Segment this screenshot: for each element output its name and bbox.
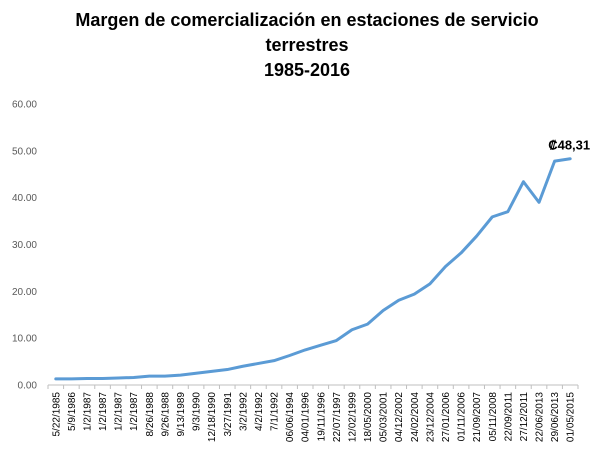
x-tick-label: 05/03/2001 [379, 392, 390, 442]
x-tick-label: 27/01/2006 [441, 392, 452, 442]
x-tick-label: 19/11/1996 [316, 392, 327, 442]
x-tick-label: 21/09/2007 [472, 392, 483, 442]
y-tick-label: 30.00 [12, 240, 37, 251]
x-tick-label: 4/2/1992 [254, 392, 265, 431]
x-tick-label: 9/26/1988 [160, 392, 171, 437]
x-tick-label: 3/27/1991 [223, 392, 234, 437]
x-tick-label: 5/22/1985 [51, 392, 62, 437]
plot-area: ₡48,31 [54, 138, 590, 381]
x-tick-label: 1/2/1987 [82, 392, 93, 431]
x-tick-label: 04/12/2002 [394, 392, 405, 442]
x-tick-label: 12/02/1999 [347, 392, 358, 442]
x-tick-label: 8/26/1988 [145, 392, 156, 437]
x-tick-label: 22/06/2013 [535, 392, 546, 442]
x-tick-label: 06/06/1994 [285, 392, 296, 442]
chart-title-line-2: terrestres [265, 35, 349, 55]
x-tick-label: 9/13/1989 [176, 392, 187, 437]
x-tick-label: 3/2/1992 [238, 392, 249, 431]
x-tick-label: 04/01/1996 [301, 392, 312, 442]
x-tick-label: 27/12/2011 [519, 392, 530, 442]
x-tick-label: 5/9/1986 [67, 392, 78, 431]
x-tick-label: 22/07/1997 [332, 392, 343, 442]
x-tick-label: 18/05/2000 [363, 392, 374, 442]
x-tick-label: 1/2/1987 [114, 392, 125, 431]
x-tick-label: 9/3/1990 [192, 392, 203, 431]
x-tick-label: 1/2/1987 [98, 392, 109, 431]
chart-title-line-3: 1985-2016 [263, 60, 351, 80]
chart-title-line-1: Margen de comercialización en estaciones… [75, 10, 539, 30]
x-tick-label: 01/05/2015 [566, 392, 577, 442]
y-axis: 0.00 10.00 20.00 30.00 40.00 50.00 60.00 [12, 100, 37, 392]
y-tick-label: 10.00 [12, 334, 37, 345]
data-label: ₡48,31 [548, 138, 590, 153]
chart-title: Margen de comercialización en estaciones… [0, 8, 614, 83]
y-tick-label: 60.00 [12, 100, 37, 111]
x-tick-label: 7/1/1992 [270, 392, 281, 431]
x-tick-label: 24/02/2004 [410, 392, 421, 442]
y-tick-label: 50.00 [12, 146, 37, 157]
x-tick-label: 01/11/2006 [457, 392, 468, 442]
x-tick-label: 23/12/2004 [425, 392, 436, 442]
x-tick-label: 29/06/2013 [550, 392, 561, 442]
x-tick-label: 12/18/1990 [207, 392, 218, 442]
y-tick-label: 40.00 [12, 193, 37, 204]
x-tick-label: 05/11/2008 [488, 392, 499, 442]
series-line [54, 157, 572, 381]
y-tick-label: 0.00 [18, 381, 38, 392]
x-axis: 5/22/1985 5/9/1986 1/2/1987 1/2/1987 1/2/198… [47, 384, 579, 442]
x-tick-label: 22/09/2011 [503, 392, 514, 442]
y-tick-label: 20.00 [12, 287, 37, 298]
x-tick-label: 1/2/1987 [129, 392, 140, 431]
